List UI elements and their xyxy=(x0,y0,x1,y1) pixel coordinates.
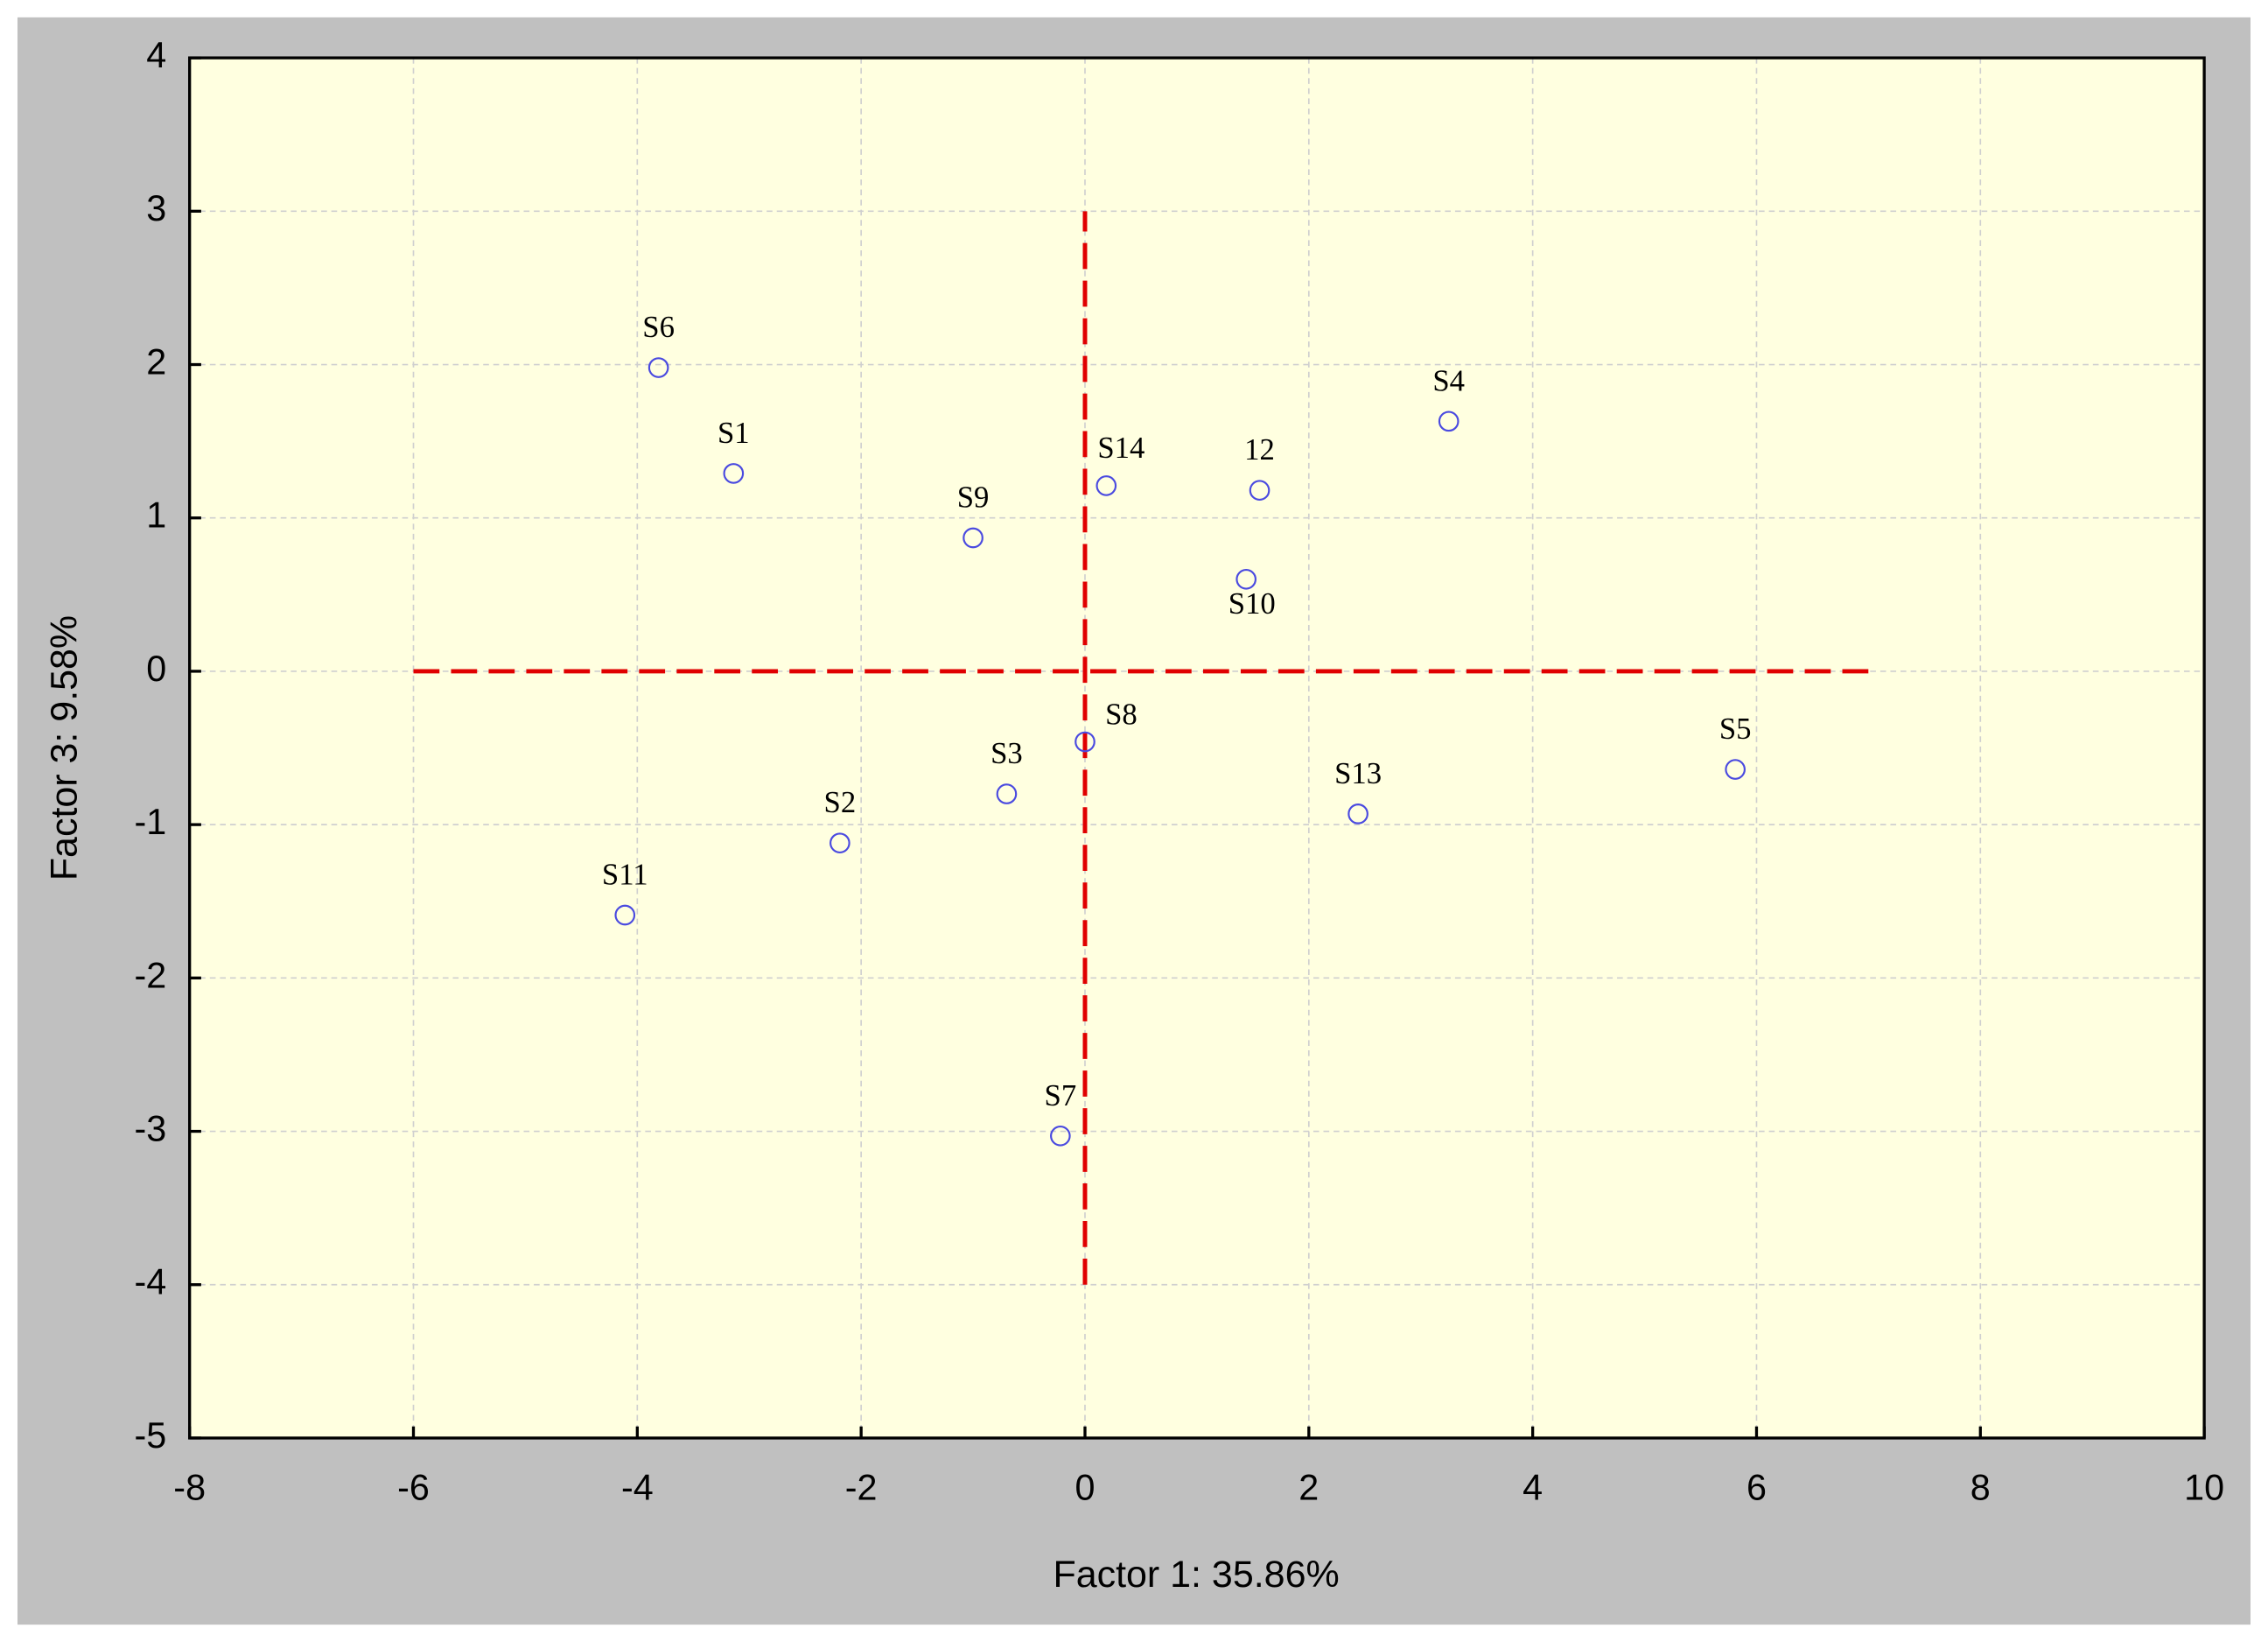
x-tick-label: 10 xyxy=(2184,1467,2224,1507)
y-tick-label: 2 xyxy=(146,341,166,382)
y-tick-label: 3 xyxy=(146,188,166,228)
x-tick-label: -4 xyxy=(621,1467,654,1507)
x-tick-label: -6 xyxy=(397,1467,430,1507)
point-label: S6 xyxy=(642,310,675,344)
point xyxy=(830,832,850,853)
point xyxy=(1725,759,1746,780)
x-tick-label: 0 xyxy=(1074,1467,1095,1507)
point-label: 12 xyxy=(1244,432,1275,467)
point xyxy=(1249,480,1270,502)
point xyxy=(1050,1125,1071,1147)
x-tick-label: -8 xyxy=(173,1467,206,1507)
x-tick-label: 8 xyxy=(1970,1467,1991,1507)
point xyxy=(1236,568,1256,590)
point-label: S5 xyxy=(1719,712,1752,746)
point xyxy=(1074,731,1096,753)
point-label: S4 xyxy=(1432,363,1465,397)
point xyxy=(723,463,745,484)
x-axis-label: Factor 1: 35.86% xyxy=(1053,1554,1339,1596)
point xyxy=(962,527,984,549)
y-tick-label: 1 xyxy=(146,495,166,536)
point xyxy=(614,904,636,926)
point-label: S1 xyxy=(718,416,750,450)
y-tick-label: -1 xyxy=(134,802,166,842)
x-tick-label: 2 xyxy=(1298,1467,1319,1507)
point-label: S10 xyxy=(1228,586,1276,621)
point-label: S8 xyxy=(1105,697,1138,731)
y-tick-label: -4 xyxy=(134,1262,166,1302)
point-label: S13 xyxy=(1334,756,1382,790)
point xyxy=(1348,803,1368,825)
point xyxy=(1438,410,1460,432)
x-tick-label: -2 xyxy=(845,1467,878,1507)
point-label: S14 xyxy=(1097,431,1144,465)
point-label: S7 xyxy=(1045,1078,1077,1112)
plot-area xyxy=(189,58,2205,1438)
y-tick-label: -3 xyxy=(134,1108,166,1148)
point xyxy=(648,357,669,378)
plot-border xyxy=(188,56,2206,1440)
y-axis-label: Factor 3: 9.58% xyxy=(44,615,86,881)
y-tick-label: 0 xyxy=(146,649,166,689)
y-tick-label: -2 xyxy=(134,955,166,995)
y-tick-label: -5 xyxy=(134,1415,166,1456)
reference-lines xyxy=(413,211,1869,1285)
points: S6 S1 S9 S14 12 S4 S10 S8 S3 S2 S11 S13 S5 S7 xyxy=(602,310,1752,1147)
point-label: S9 xyxy=(957,480,990,514)
point-label: S2 xyxy=(824,785,857,819)
point xyxy=(1096,475,1117,496)
point xyxy=(996,783,1018,804)
y-tick-label: 4 xyxy=(146,35,166,75)
point-label: S11 xyxy=(602,857,648,891)
x-tick-label: 6 xyxy=(1746,1467,1767,1507)
point-label: S3 xyxy=(990,736,1023,770)
x-tick-label: 4 xyxy=(1522,1467,1543,1507)
